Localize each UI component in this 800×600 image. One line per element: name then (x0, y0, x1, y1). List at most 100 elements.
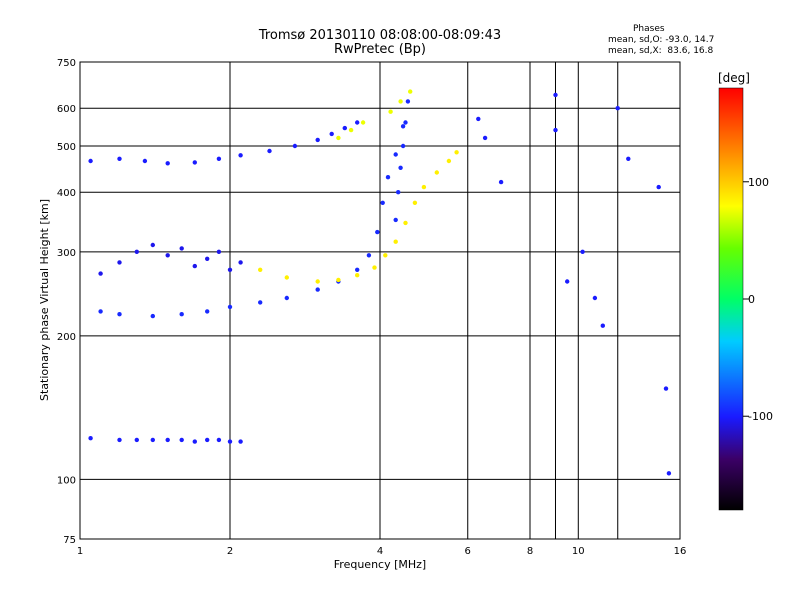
data-point (238, 153, 243, 158)
data-point (355, 273, 360, 278)
data-point (380, 200, 385, 205)
data-point (134, 437, 139, 443)
data-point (553, 127, 558, 133)
data-point (192, 160, 197, 165)
colorbar-tick-label: -100 (748, 410, 773, 423)
data-point (216, 156, 222, 161)
data-point (134, 249, 139, 254)
data-point (396, 190, 401, 195)
data-point (292, 143, 298, 149)
data-point (192, 439, 197, 444)
data-point (284, 275, 289, 280)
data-point (372, 265, 377, 270)
data-point (88, 436, 93, 441)
data-point (342, 125, 347, 131)
data-point (216, 249, 222, 254)
data-point (565, 279, 570, 284)
data-point (592, 295, 598, 301)
data-point (336, 277, 341, 283)
grid-lines (80, 62, 680, 539)
data-point (117, 156, 122, 161)
data-point (400, 143, 406, 149)
data-point (421, 184, 427, 190)
chart-subtitle: RwPretec (Bp) (333, 42, 427, 57)
y-tick-label: 300 (57, 248, 76, 259)
data-point (355, 267, 360, 272)
data-point (227, 267, 233, 272)
data-point (398, 99, 403, 104)
data-point (375, 229, 380, 235)
data-point (179, 312, 184, 317)
data-point (400, 124, 406, 129)
data-point (117, 260, 122, 265)
data-point (117, 437, 122, 443)
data-point (663, 386, 669, 391)
data-point (355, 120, 360, 125)
phases-o-stats: mean, sd,O: -93.0, 14.7 (608, 35, 715, 45)
data-point (284, 295, 289, 301)
colorbar-unit-label: [deg] (718, 71, 750, 85)
data-point (405, 99, 411, 104)
data-point (329, 131, 334, 137)
data-point (227, 439, 233, 444)
data-point (216, 437, 222, 443)
data-point (142, 158, 148, 164)
data-point (315, 137, 320, 143)
y-tick-label: 750 (57, 58, 76, 69)
phases-x-stats: mean, sd,X: 83.6, 16.8 (608, 46, 714, 56)
y-tick-label: 200 (57, 332, 76, 343)
x-tick-label: 6 (465, 546, 471, 557)
data-point (179, 246, 184, 251)
data-point (238, 260, 243, 265)
y-tick-label: 75 (63, 535, 76, 546)
x-tick-label: 10 (572, 546, 585, 557)
data-point (98, 271, 103, 276)
data-point (366, 253, 372, 258)
data-point (476, 116, 481, 122)
data-point (454, 150, 459, 155)
colorbar (718, 87, 744, 511)
data-point (150, 313, 155, 319)
data-point (412, 200, 418, 205)
data-point (393, 239, 398, 244)
data-point (383, 253, 388, 258)
data-point (315, 287, 320, 292)
plot-frame (79, 61, 681, 540)
data-point (336, 135, 341, 141)
data-point (408, 89, 413, 94)
y-axis-ticks: 75 100 200 300 400 500 600 750 (57, 58, 76, 546)
data-point (258, 267, 263, 272)
data-point (258, 300, 263, 305)
data-point (205, 437, 210, 443)
data-point (580, 249, 585, 254)
x-axis-ticks: 1 2 4 6 8 10 16 (77, 546, 687, 557)
data-point (360, 120, 366, 125)
data-point (393, 152, 398, 157)
y-tick-label: 500 (57, 142, 76, 153)
data-point (600, 323, 605, 328)
y-tick-label: 400 (57, 188, 76, 199)
x-tick-label: 8 (527, 546, 533, 557)
data-point (388, 109, 393, 114)
data-point (398, 165, 403, 170)
data-point (267, 148, 272, 154)
data-point (482, 135, 488, 141)
data-point (227, 304, 233, 310)
data-point (348, 127, 354, 133)
x-tick-label: 16 (674, 546, 687, 557)
data-point (666, 471, 672, 476)
data-point (205, 309, 210, 314)
data-point (656, 184, 661, 190)
chart-title: Tromsø 20130110 08:08:00-08:09:43 (258, 28, 502, 43)
data-point (150, 437, 155, 443)
data-point (315, 279, 320, 284)
data-point (165, 161, 170, 166)
y-tick-label: 100 (57, 475, 76, 486)
data-point (192, 263, 197, 269)
y-axis-label: Stationary phase Virtual Height [km] (38, 199, 51, 401)
data-point (98, 309, 103, 314)
colorbar-tick-label: 100 (748, 176, 769, 189)
phases-heading: Phases (633, 24, 665, 34)
data-point (615, 106, 620, 111)
